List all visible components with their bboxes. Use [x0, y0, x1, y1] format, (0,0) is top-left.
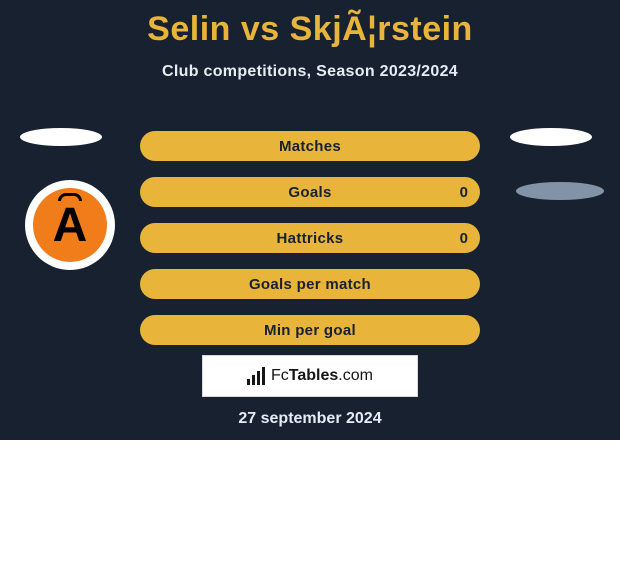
stat-row: Hattricks 0 — [0, 215, 620, 261]
stat-bar: Goals 0 — [140, 177, 480, 207]
brand-prefix: Fc — [271, 367, 289, 384]
stat-label: Goals — [288, 184, 331, 201]
stat-bar: Matches — [140, 131, 480, 161]
stat-value-right: 0 — [460, 230, 468, 247]
stat-bar: Hattricks 0 — [140, 223, 480, 253]
stat-label: Min per goal — [264, 322, 356, 339]
stat-row: Min per goal — [0, 307, 620, 353]
club-logo-ring — [58, 193, 82, 201]
brand-bold: Tables — [289, 367, 339, 384]
stat-row: Matches — [0, 123, 620, 169]
chart-icon-bar — [252, 375, 255, 385]
brand-text: FcTables.com — [271, 367, 373, 385]
chart-icon-bar — [262, 367, 265, 385]
stat-bar: Min per goal — [140, 315, 480, 345]
brand-suffix: .com — [338, 367, 373, 384]
stat-rows: Matches Goals 0 Hattricks 0 Goals per match Mi… — [0, 123, 620, 353]
subtitle: Club competitions, Season 2023/2024 — [0, 63, 620, 81]
stat-label: Hattricks — [277, 230, 344, 247]
stat-bar: Goals per match — [140, 269, 480, 299]
stat-value-right: 0 — [460, 184, 468, 201]
brand-box: FcTables.com — [202, 355, 418, 397]
chart-icon — [247, 367, 265, 385]
date-text: 27 september 2024 — [0, 410, 620, 428]
stat-label: Goals per match — [249, 276, 371, 293]
club-logo-letter: A — [53, 198, 88, 253]
page-container: Selin vs SkjÃ¦rstein Club competitions, … — [0, 0, 620, 580]
comparison-panel: Selin vs SkjÃ¦rstein Club competitions, … — [0, 0, 620, 440]
stat-row: Goals 0 — [0, 169, 620, 215]
chart-icon-bar — [247, 379, 250, 385]
stat-label: Matches — [279, 138, 341, 155]
page-title: Selin vs SkjÃ¦rstein — [0, 0, 620, 49]
stat-row: Goals per match — [0, 261, 620, 307]
chart-icon-bar — [257, 371, 260, 385]
